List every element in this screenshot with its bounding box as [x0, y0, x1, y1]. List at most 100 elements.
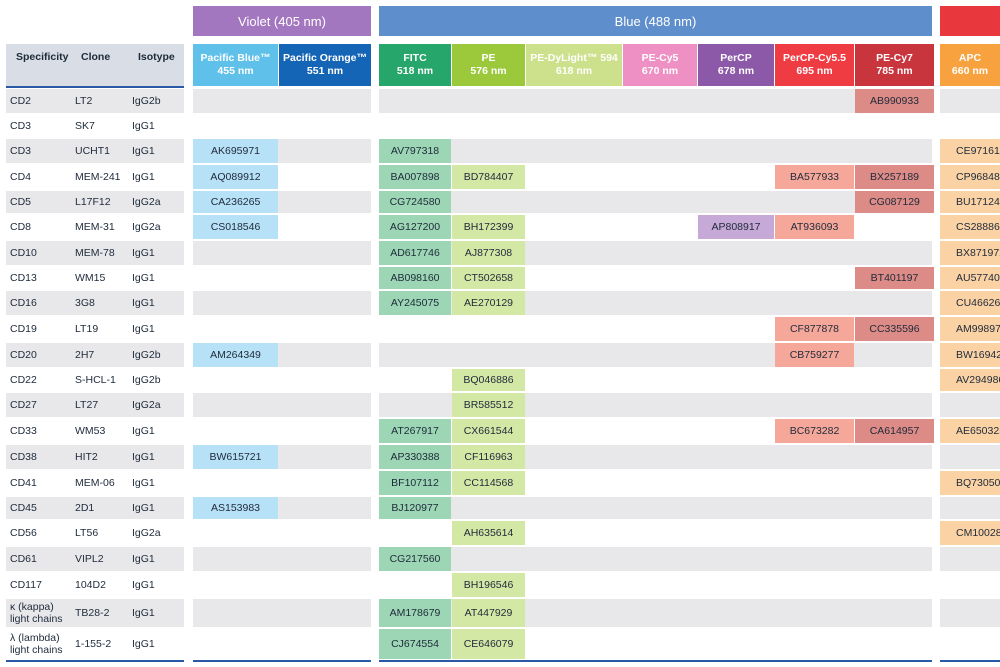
product-code-pe: CX661544	[452, 419, 525, 443]
product-code-percp55: CF877878	[775, 317, 854, 341]
header-pecy5: PE-Cy5 670 nm	[623, 44, 697, 86]
row-band	[193, 267, 371, 289]
product-code-fitc: AM178679	[379, 599, 451, 627]
fluor-wavelength: 785 nm	[876, 65, 913, 77]
product-code-pb: BW615721	[193, 445, 278, 469]
cell-clone: 2H7	[75, 349, 95, 361]
product-code-fitc: AV797318	[379, 139, 451, 163]
bottom-rule-violet	[193, 660, 371, 662]
cell-clone: LT27	[75, 399, 99, 411]
row-band	[6, 599, 184, 627]
row-band	[940, 89, 1000, 113]
left-header-block: Specificity Clone Isotype	[6, 44, 184, 86]
row-band	[193, 471, 371, 495]
fluor-name: Pacific Blue™	[200, 52, 271, 64]
cell-clone: LT56	[75, 527, 99, 539]
laser-band-label: Blue (488 nm)	[614, 13, 697, 29]
product-code-apc: CS288863	[940, 215, 1000, 239]
row-band	[379, 89, 932, 113]
row-band	[940, 573, 1000, 597]
cell-isotype: IgG1	[132, 425, 155, 437]
product-code-pecy7: CC335596	[855, 317, 934, 341]
product-code-fitc: CJ674554	[379, 629, 451, 659]
product-code-pe: AT447929	[452, 599, 525, 627]
table-row: CD5 L17F12 IgG2a CA236265 CG724580 CG087129 BU…	[0, 190, 1000, 214]
table-row: CD8 MEM-31 IgG2a CS018546 AG127200 BH172399 AP…	[0, 214, 1000, 240]
product-code-percp55: CB759277	[775, 343, 854, 367]
product-code-pe: AH635614	[452, 521, 525, 545]
cell-specificity: CD3	[10, 145, 32, 157]
product-code-fitc: BF107112	[379, 471, 451, 495]
table-row: CD3 UCHT1 IgG1 AK695971 AV797318 CE971618	[0, 138, 1000, 164]
cell-specificity: CD10	[10, 247, 37, 259]
bottom-rule-blue	[379, 660, 932, 662]
row-band	[6, 343, 184, 367]
cell-specificity: CD22	[10, 374, 37, 386]
product-code-pecy7: AB990933	[855, 89, 934, 113]
fluor-name: PE-DyLight™ 594	[530, 52, 618, 64]
cell-specificity: CD16	[10, 297, 37, 309]
product-code-pb: CS018546	[193, 215, 278, 239]
product-code-apc: CM100289	[940, 521, 1000, 545]
cell-isotype: IgG2b	[132, 95, 161, 107]
product-code-apc: CE971618	[940, 139, 1000, 163]
row-band	[6, 445, 184, 469]
row-band	[6, 139, 184, 163]
cell-clone: 3G8	[75, 297, 95, 309]
product-code-apc: BX871972	[940, 241, 1000, 265]
product-code-apc: BQ730509	[940, 471, 1000, 495]
cell-clone: MEM-06	[75, 477, 115, 489]
product-code-apc: AE650325	[940, 419, 1000, 443]
cell-clone: WM15	[75, 272, 106, 284]
cell-isotype: IgG1	[132, 607, 155, 619]
product-code-pb: CA236265	[193, 191, 278, 213]
table-row: CD4 MEM-241 IgG1 AQ089912 BA007898 BD784407 BA…	[0, 164, 1000, 190]
cell-specificity: CD45	[10, 502, 37, 514]
bottom-rule-left	[6, 660, 184, 662]
cell-specificity: CD19	[10, 323, 37, 335]
header-po: Pacific Orange™ 551 nm	[279, 44, 371, 86]
product-code-apc: CU466269	[940, 291, 1000, 315]
cell-clone: UCHT1	[75, 145, 111, 157]
product-code-pe: BR585512	[452, 393, 525, 417]
cell-clone: HIT2	[75, 451, 98, 463]
row-band	[193, 393, 371, 417]
cell-specificity: CD41	[10, 477, 37, 489]
product-code-pe: BD784407	[452, 165, 525, 189]
cell-specificity: CD38	[10, 451, 37, 463]
table-row: CD56 LT56 IgG2a AH635614 CM100289	[0, 520, 1000, 546]
product-code-pe: CF116963	[452, 445, 525, 469]
cell-isotype: IgG2b	[132, 374, 161, 386]
cell-clone: SK7	[75, 120, 95, 132]
product-code-fitc: CG217560	[379, 547, 451, 571]
cell-clone: 2D1	[75, 502, 95, 514]
table-row: κ (kappa) light chains TB28-2 IgG1 AM178679…	[0, 598, 1000, 628]
product-code-fitc: CG724580	[379, 191, 451, 213]
cell-isotype: IgG1	[132, 553, 155, 565]
fluor-wavelength: 695 nm	[796, 65, 833, 77]
cell-isotype: IgG2b	[132, 349, 161, 361]
laser-band-2	[940, 6, 1000, 36]
row-band	[193, 369, 371, 391]
table-row: CD3 SK7 IgG1	[0, 114, 1000, 138]
row-band	[379, 547, 932, 571]
fluor-wavelength: 518 nm	[396, 65, 434, 77]
cell-specificity: κ (kappa) light chains	[10, 601, 63, 625]
table-row: CD22 S-HCL-1 IgG2b BQ046886 AV294986	[0, 368, 1000, 392]
product-code-fitc: BJ120977	[379, 497, 451, 519]
product-code-percp: AP808917	[698, 215, 774, 239]
row-band	[6, 497, 184, 519]
row-band	[940, 497, 1000, 519]
cell-isotype: IgG1	[132, 579, 155, 591]
fluor-wavelength: 551 nm	[306, 65, 344, 77]
table-row: CD19 LT19 IgG1 CF877878CC335596AM998972	[0, 316, 1000, 342]
product-code-pe: CC114568	[452, 471, 525, 495]
fluor-wavelength: 678 nm	[717, 65, 755, 77]
cell-clone: MEM-31	[75, 221, 115, 233]
fluor-wavelength: 455 nm	[217, 65, 254, 77]
product-code-percp55: BA577933	[775, 165, 854, 189]
product-code-pb: AM264349	[193, 343, 278, 367]
cell-isotype: IgG1	[132, 323, 155, 335]
